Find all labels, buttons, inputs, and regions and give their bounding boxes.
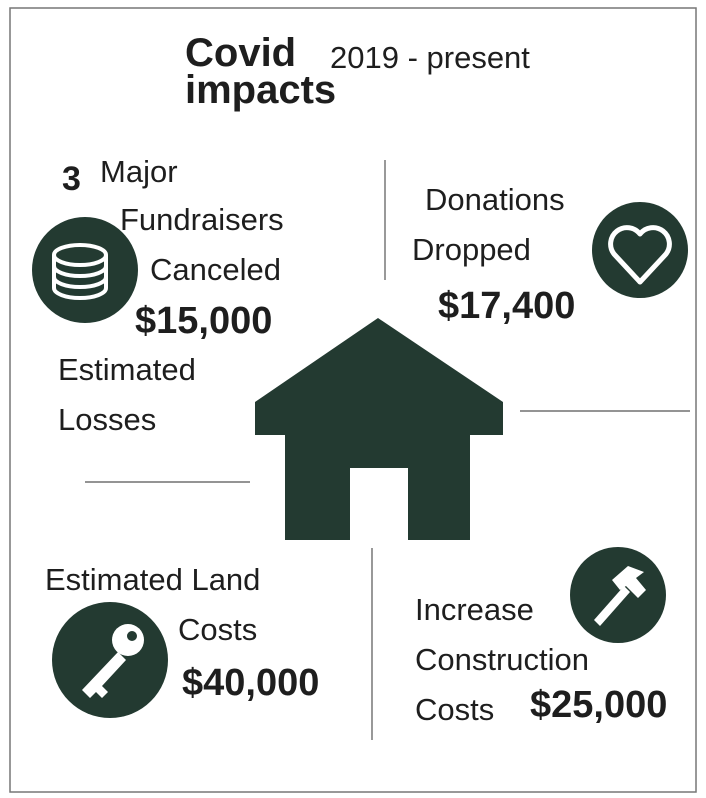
- amount: $25,000: [530, 684, 667, 726]
- house-icon: [255, 318, 503, 540]
- label: Construction: [415, 642, 589, 677]
- label: Estimated Land: [45, 562, 260, 597]
- hammer-icon: [570, 547, 666, 643]
- label: Dropped: [412, 232, 531, 267]
- label: Major: [100, 154, 178, 189]
- title-line2: impacts: [185, 68, 336, 112]
- label: Canceled: [150, 252, 281, 287]
- amount: $40,000: [182, 662, 319, 704]
- key-icon: [52, 602, 168, 718]
- heart-icon: [592, 202, 688, 298]
- note: Losses: [58, 402, 156, 437]
- label: Increase: [415, 592, 534, 627]
- subtitle: 2019 - present: [330, 40, 530, 75]
- label: Costs: [178, 612, 257, 647]
- amount: $15,000: [135, 300, 272, 342]
- label: Donations: [425, 182, 565, 217]
- label: Fundraisers: [120, 202, 284, 237]
- title: Covid: [185, 31, 296, 75]
- label: Costs: [415, 692, 494, 727]
- amount: $17,400: [438, 285, 575, 327]
- count: 3: [62, 160, 81, 198]
- note: Estimated: [58, 352, 196, 387]
- coins-icon: [32, 217, 138, 323]
